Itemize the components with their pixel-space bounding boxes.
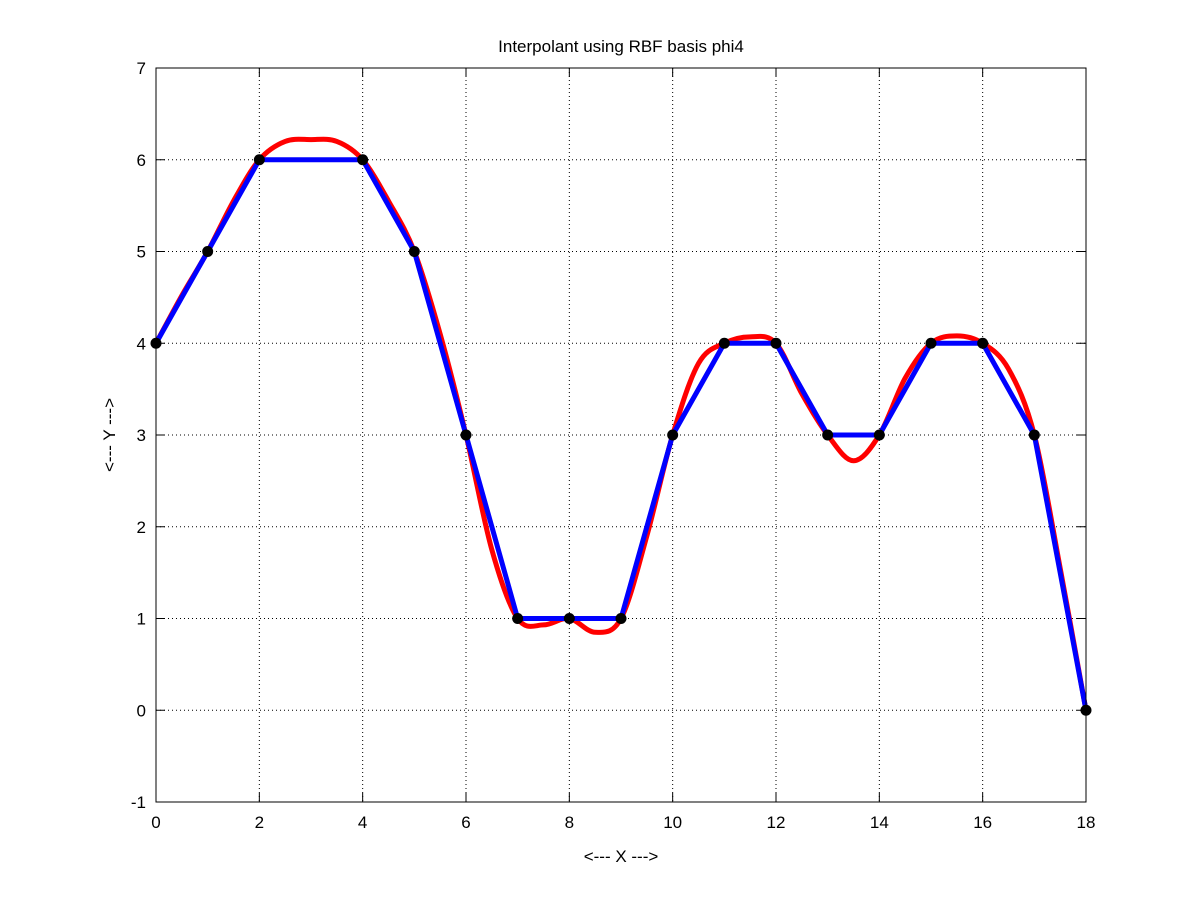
chart-title: Interpolant using RBF basis phi4	[498, 37, 744, 56]
x-tick-label: 12	[767, 813, 786, 832]
y-tick-label: 0	[137, 701, 146, 720]
y-tick-label: 5	[137, 243, 146, 262]
x-tick-label: 16	[973, 813, 992, 832]
data-point	[357, 154, 369, 166]
data-point	[925, 337, 937, 349]
x-tick-label: 8	[565, 813, 574, 832]
y-axis-label: <--- Y --->	[100, 398, 119, 472]
data-point	[1028, 429, 1040, 441]
data-point	[873, 429, 885, 441]
data-point	[770, 337, 782, 349]
data-point	[460, 429, 472, 441]
data-point	[977, 337, 989, 349]
plot-series	[150, 136, 1092, 716]
data-point	[253, 154, 265, 166]
data-point	[822, 429, 834, 441]
x-tick-label: 0	[151, 813, 160, 832]
y-tick-label: 1	[137, 610, 146, 629]
y-tick-label: 2	[137, 518, 146, 537]
data-point	[718, 337, 730, 349]
x-tick-label: 10	[663, 813, 682, 832]
data-point	[667, 429, 679, 441]
y-tick-label: 7	[137, 59, 146, 78]
y-tick-label: 4	[137, 334, 146, 353]
y-tick-label: 6	[137, 151, 146, 170]
x-tick-label: 18	[1077, 813, 1096, 832]
x-tick-label: 2	[255, 813, 264, 832]
x-tick-label: 6	[461, 813, 470, 832]
data-point	[512, 613, 524, 624]
x-axis-label: <--- X --->	[584, 847, 659, 866]
y-tick-label: 3	[137, 426, 146, 445]
x-tick-label: 4	[358, 813, 367, 832]
data-point	[408, 246, 420, 257]
y-tick-label: -1	[131, 793, 146, 812]
data-point	[563, 613, 575, 624]
x-tick-label: 14	[870, 813, 889, 832]
data-point	[615, 613, 627, 624]
data-point	[202, 246, 214, 257]
